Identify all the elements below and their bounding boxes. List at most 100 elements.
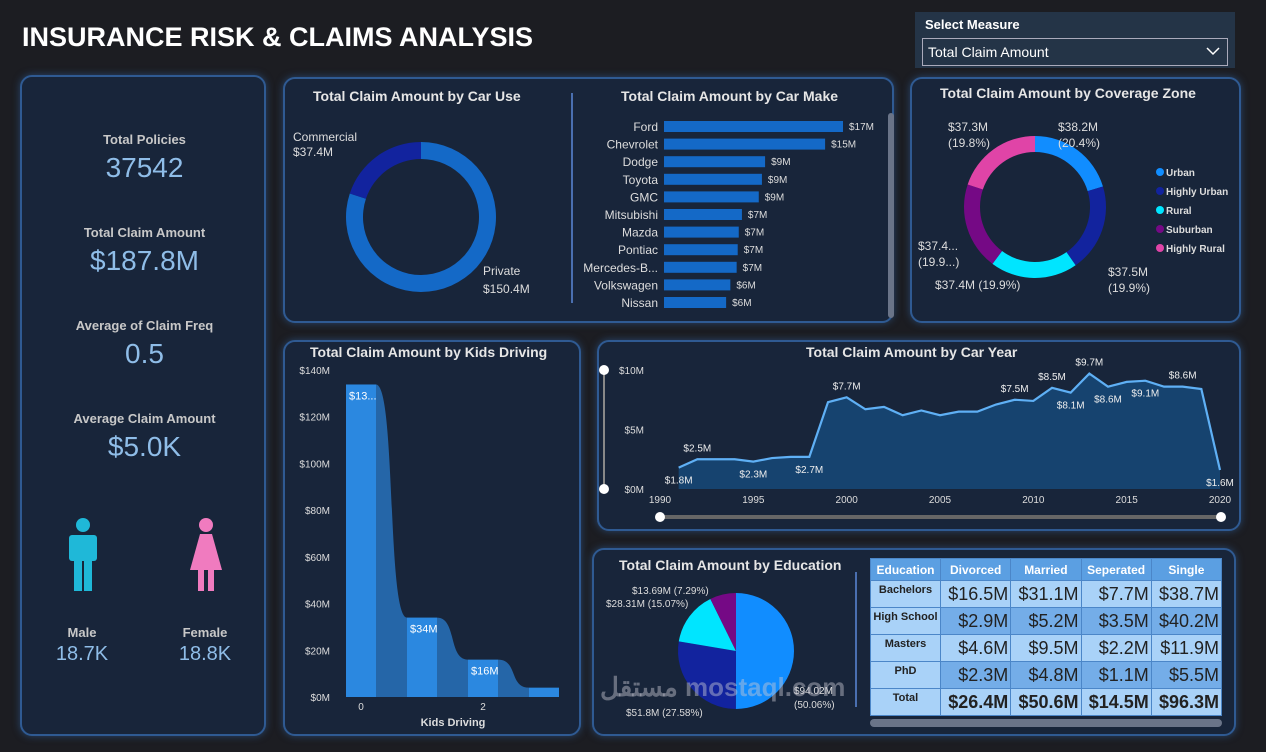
slider-handle: [1216, 512, 1226, 522]
bar-value-label: $6M: [736, 280, 755, 291]
bar: [407, 617, 437, 697]
bar-category-label: Dodge: [623, 155, 659, 169]
bar-category-label: GMC: [630, 190, 658, 204]
pie-slice: [710, 593, 736, 651]
table-cell: $7.7M: [1080, 580, 1152, 608]
scrollbar[interactable]: [888, 113, 894, 318]
table-total-row: Total $26.4M $50.6M $14.5M $96.3M: [870, 688, 1223, 716]
select-measure-slicer[interactable]: Select Measure Total Claim Amount: [915, 12, 1235, 68]
table-cell: $31.1M: [1010, 580, 1082, 608]
data-label: $8.1M: [1057, 401, 1085, 412]
measure-dropdown[interactable]: Total Claim Amount: [922, 38, 1228, 66]
column-header[interactable]: Divorced: [939, 558, 1012, 581]
pie-slice: [678, 641, 736, 709]
column-header[interactable]: Education: [870, 558, 941, 581]
bar: [529, 687, 559, 697]
slider-handle: [599, 484, 609, 494]
kpi-value: $187.8M: [90, 245, 199, 276]
bar: [664, 209, 742, 220]
y-tick-label: $100M: [299, 459, 330, 470]
y-tick-label: $120M: [299, 413, 330, 424]
dropdown-value: Total Claim Amount: [928, 44, 1049, 60]
donut-slice: [992, 251, 1076, 278]
data-label: $1.8M: [665, 476, 693, 487]
bar: [346, 384, 376, 697]
bar-value-label: $7M: [745, 228, 764, 239]
legend-item: Suburban: [1166, 225, 1213, 236]
donut-slice: [349, 142, 421, 199]
legend-item: Urban: [1166, 168, 1195, 179]
legend-item: Highly Rural: [1166, 244, 1225, 255]
x-tick-label: 1990: [649, 495, 672, 506]
x-tick-label: 1995: [742, 495, 765, 506]
legend-marker: [1156, 168, 1164, 176]
kpi-card: Total Policies 37542 Total Claim Amount …: [20, 75, 266, 736]
bar-category-label: Pontiac: [618, 243, 658, 257]
row-header: Masters: [870, 634, 941, 662]
y-tick-label: $140M: [299, 366, 330, 377]
slice-label: $94.02M: [794, 686, 833, 697]
table-row: Masters $4.6M $9.5M $2.2M $11.9M: [870, 634, 1223, 662]
bar-value-label: $7M: [748, 210, 767, 221]
legend-item: Highly Urban: [1166, 187, 1228, 198]
ribbon: [437, 617, 468, 697]
chart-title: Total Claim Amount by Education: [619, 557, 842, 573]
bar: [664, 121, 843, 132]
slice-label: (19.8%): [948, 136, 990, 150]
legend-marker: [1156, 244, 1164, 252]
data-label: $7.5M: [1001, 384, 1029, 395]
bar-value-label: $15M: [831, 140, 856, 151]
car-year-chart: $0M $5M $10M 1990 1995 2000 2005 2010 2015 2020 $1…: [599, 358, 1234, 522]
data-label: $7.7M: [833, 381, 861, 392]
row-header: Total: [870, 688, 941, 716]
kpi-label: Average Claim Amount: [73, 411, 216, 426]
table-cell: $50.6M: [1010, 688, 1082, 716]
slice-label: $13.69M (7.29%): [632, 586, 709, 597]
bar-category-label: Mitsubishi: [605, 208, 658, 222]
donut-slice: [967, 136, 1035, 190]
bar-value-label: $6M: [732, 298, 751, 309]
y-tick-label: $10M: [619, 366, 644, 377]
data-label: $8.5M: [1038, 372, 1066, 383]
slice-label: $51.8M (27.58%): [626, 708, 703, 719]
bar: [664, 226, 739, 238]
chart-title: Total Claim Amount by Coverage Zone: [940, 85, 1196, 101]
table-cell: $16.5M: [939, 580, 1012, 608]
bar-value-label: $16M: [471, 666, 499, 678]
slice-category-label: Private: [483, 264, 521, 278]
slice-value-label: $37.4M: [293, 145, 333, 159]
bar-value-label: $7M: [743, 263, 762, 274]
bar-category-label: Mazda: [622, 226, 658, 240]
bar: [468, 659, 498, 697]
area-line: [678, 372, 1222, 471]
table-cell: $2.9M: [939, 607, 1012, 635]
kpi-label: Total Claim Amount: [83, 225, 206, 240]
slice-label: (20.4%): [1058, 136, 1100, 150]
column-header[interactable]: Single: [1150, 558, 1223, 581]
table-cell: $9.5M: [1010, 634, 1082, 662]
bar: [664, 261, 737, 273]
column-header[interactable]: Seperated: [1080, 558, 1152, 581]
slice-label: $37.3M: [948, 120, 988, 134]
slice-label: (19.9%): [1108, 281, 1150, 295]
male-icon: [69, 518, 97, 591]
bar: [664, 138, 826, 150]
legend-marker: [1156, 206, 1164, 214]
kpi-label: Total Policies: [103, 132, 186, 147]
x-tick-label: 0: [358, 702, 364, 713]
donut-slice: [1035, 136, 1103, 192]
y-tick-label: $20M: [305, 646, 330, 657]
education-pie-chart: $94.02M (50.06%) $51.8M (27.58%) $28.31M (1…: [606, 586, 835, 719]
table-scrollbar[interactable]: [870, 719, 1222, 727]
slice-label: $38.2M: [1058, 120, 1098, 134]
slicer-label: Select Measure: [925, 17, 1020, 32]
bar-value-label: $13...: [349, 390, 377, 402]
x-tick-label: 2005: [929, 495, 952, 506]
table-cell: $38.7M: [1150, 580, 1223, 608]
column-header[interactable]: Married: [1010, 558, 1082, 581]
area-fill: [678, 373, 1220, 489]
row-header: PhD: [870, 661, 941, 689]
x-tick-label: 2: [480, 702, 486, 713]
table-cell: $11.9M: [1150, 634, 1223, 662]
male-label: Male: [67, 625, 97, 640]
